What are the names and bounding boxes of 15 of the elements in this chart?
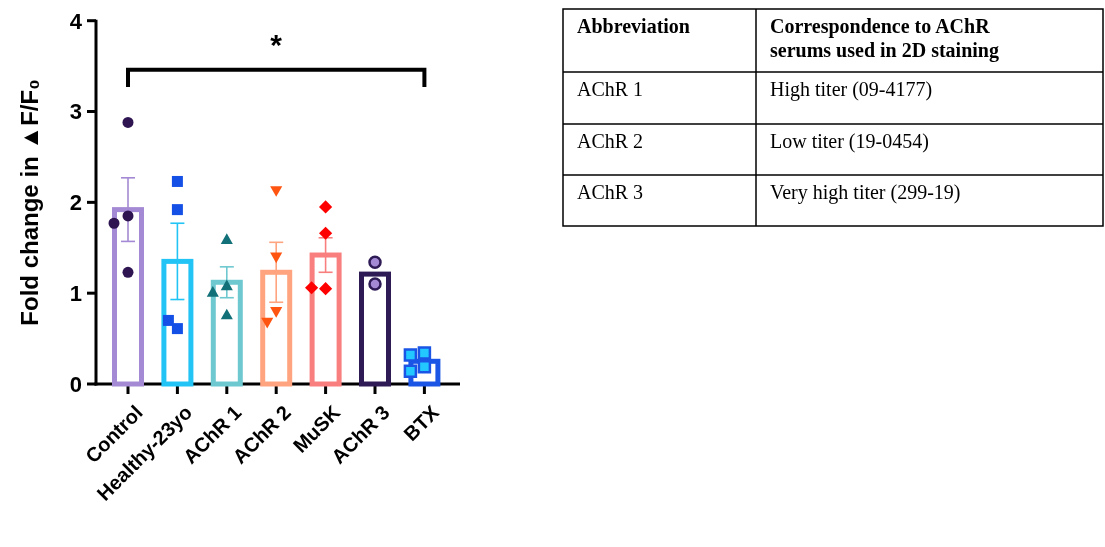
text: Abbreviation [577,15,690,37]
text: Very high titer (299-19) [770,181,961,204]
text: AChR 1 [577,78,644,100]
y-tick-label: 1 [69,281,82,307]
y-tick-label: 4 [69,8,83,34]
y-axis-title: Fold change in ▲F/F₀ [16,79,43,326]
annotation: * [270,28,283,62]
y-tick-label: 2 [69,190,82,216]
y-tick-label: 0 [69,371,82,397]
text: High titer (09-4177) [770,78,933,101]
text: Correspondence to AChR serums used in 2D staining [770,15,999,62]
text: AChR 2 [577,130,644,152]
text: Low titer (19-0454) [770,130,929,153]
text: AChR 3 [577,181,644,203]
y-tick-label: 3 [69,99,82,125]
